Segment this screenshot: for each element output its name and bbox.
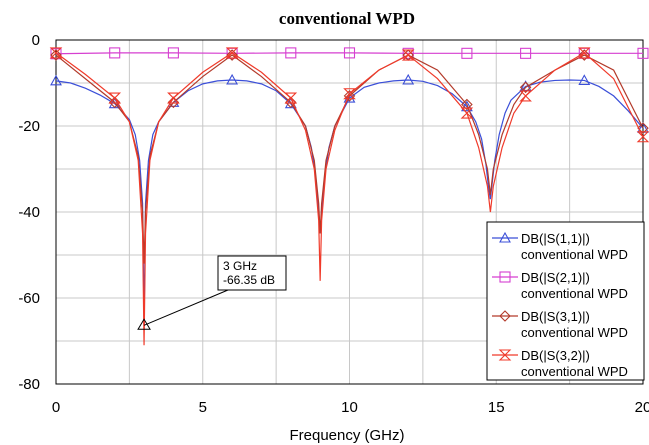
data-point [460, 100, 473, 112]
data-point [578, 49, 591, 61]
x-tick-label: 5 [199, 399, 207, 416]
legend-series-name: DB(|S(1,1)|) [521, 231, 590, 246]
series-line [55, 54, 644, 264]
y-tick-label: -40 [18, 204, 40, 221]
x-tick-label: 15 [488, 399, 505, 416]
x-tick-label: 0 [52, 399, 60, 416]
legend-marker-icon [499, 310, 511, 322]
data-point [401, 49, 415, 61]
data-point [226, 49, 238, 61]
legend-entry: DB(|S(2,1)|)conventional WPD [492, 270, 628, 301]
legend: DB(|S(1,1)|)conventional WPDDB(|S(2,1)|)… [486, 221, 645, 381]
data-point [519, 90, 532, 102]
data-point [226, 73, 239, 85]
legend-marker-icon [499, 231, 511, 243]
data-point [49, 47, 63, 59]
x-axis-label: Frequency (GHz) [289, 427, 404, 444]
x-tick-label: 10 [341, 399, 358, 416]
data-point [343, 47, 356, 59]
data-point [637, 122, 649, 134]
marker-annotation: 3 GHz-66.35 dB [137, 255, 287, 330]
data-point [50, 49, 62, 61]
data-point [461, 98, 473, 111]
data-point [343, 88, 356, 100]
annotation-box [217, 255, 287, 291]
legend-series-source: conventional WPD [521, 286, 628, 301]
data-point [519, 81, 532, 94]
legend-marker-icon [499, 271, 511, 283]
data-point [109, 47, 121, 59]
y-tick-label: -80 [18, 376, 40, 393]
data-point [167, 47, 179, 59]
data-point [285, 47, 297, 59]
legend-series-source: conventional WPD [521, 364, 628, 379]
x-axis: 0 5 10 15 20 [52, 399, 649, 416]
data-point [225, 47, 239, 59]
data-point [108, 92, 122, 104]
annotation-marker-icon [137, 318, 151, 330]
series-2 [50, 47, 649, 60]
data-point [461, 47, 473, 59]
data-point [637, 47, 649, 59]
legend-entry: DB(|S(3,2)|)conventional WPD [492, 348, 628, 379]
x-tick-label: 20 [635, 399, 649, 416]
legend-series-source: conventional WPD [521, 247, 628, 262]
data-point [343, 90, 356, 102]
annotation-leader-line [143, 289, 229, 326]
legend-entry: DB(|S(3,1)|)conventional WPD [492, 309, 628, 340]
data-point [636, 131, 649, 143]
data-point [402, 47, 414, 59]
series-line [55, 52, 644, 346]
data-point [520, 47, 532, 59]
data-point [343, 91, 356, 103]
annotation-frequency: 3 GHz [223, 259, 257, 273]
y-tick-label: 0 [32, 32, 40, 49]
data-point [50, 74, 62, 86]
data-point [402, 73, 415, 85]
plot-frame [55, 39, 644, 385]
annotation-value: -66.35 dB [223, 273, 275, 287]
legend-series-name: DB(|S(3,1)|) [521, 309, 590, 324]
series-line [55, 52, 643, 55]
legend-series-name: DB(|S(3,2)|) [521, 348, 590, 363]
series-layer [49, 47, 649, 346]
legend-series-source: conventional WPD [521, 325, 628, 340]
legend-entry: DB(|S(1,1)|)conventional WPD [492, 231, 628, 262]
y-tick-label: -20 [18, 118, 40, 135]
legend-marker-icon [498, 349, 512, 361]
legend-series-name: DB(|S(2,1)|) [521, 270, 590, 285]
data-point [577, 47, 591, 59]
data-point [578, 74, 591, 85]
chart-title: conventional WPD [279, 9, 415, 28]
data-point [167, 92, 180, 104]
y-axis: 0 -20 -40 -60 -80 [18, 32, 40, 393]
data-point [460, 107, 474, 119]
legend-box [486, 221, 645, 381]
y-tick-label: -60 [18, 290, 40, 307]
data-point [50, 48, 62, 60]
series-4 [49, 47, 649, 346]
data-point [284, 92, 298, 104]
